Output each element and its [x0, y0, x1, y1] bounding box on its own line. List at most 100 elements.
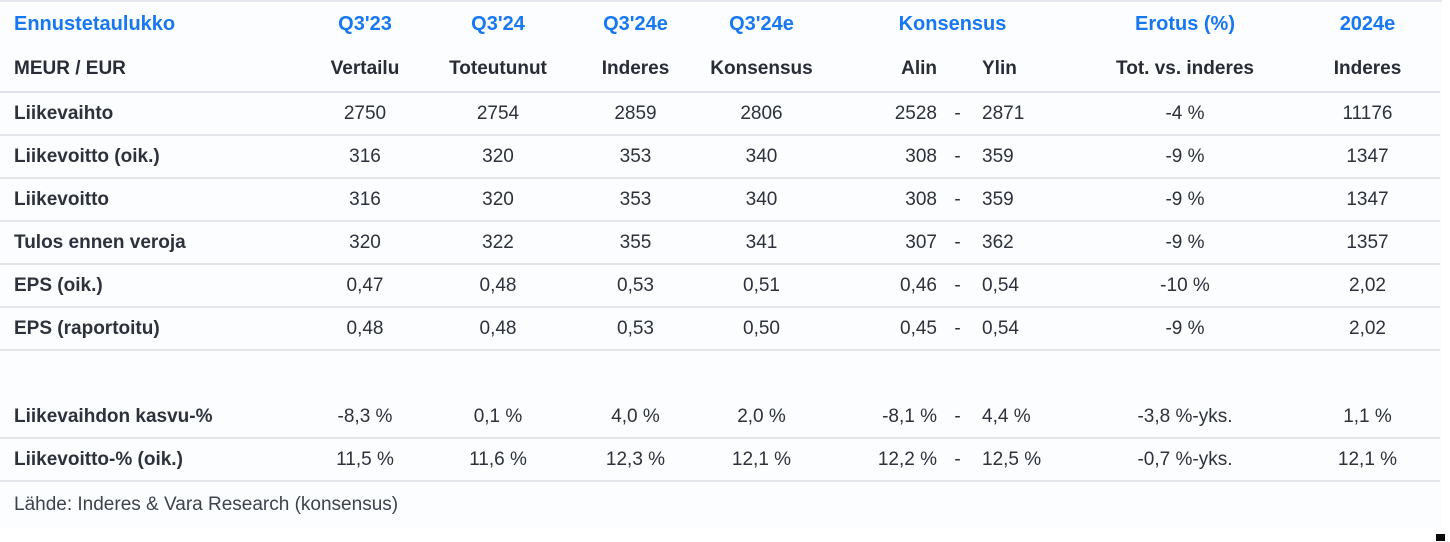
- cell-value-alin: 308: [905, 145, 937, 167]
- cell-value-2024e: 2,02: [1349, 317, 1386, 339]
- cell-value: 0,50: [743, 317, 780, 339]
- cell-value-erotus: -9 %: [1165, 188, 1205, 210]
- cell-value-2024e: 1,1 %: [1343, 405, 1392, 427]
- subheader-inderes-2024e: Inderes: [1333, 58, 1402, 79]
- cell-value-2024e: 2,02: [1349, 274, 1386, 296]
- cell-value: 0,53: [617, 317, 654, 339]
- cell-value: 320: [349, 231, 381, 253]
- cell-value-ylin: 362: [982, 231, 1014, 253]
- cell-value: 12,3 %: [605, 448, 666, 470]
- cell-value-erotus: -9 %: [1165, 231, 1205, 253]
- table-source-row: Lähde: Inderes & Vara Research (konsensu…: [0, 481, 1440, 527]
- cell-value: 355: [619, 231, 652, 253]
- cell-value: 11,5 %: [336, 448, 394, 470]
- cell-value: 0,53: [617, 274, 654, 296]
- range-dash: -: [954, 102, 961, 124]
- table-title: Ennustetaulukko: [14, 13, 176, 35]
- cell-value-erotus: -10 %: [1160, 274, 1210, 296]
- cell-value: -8,3 %: [337, 405, 393, 427]
- cell-value: 0,48: [346, 317, 384, 339]
- cell-value: 2754: [476, 102, 520, 124]
- cell-value: 0,47: [346, 274, 384, 296]
- range-dash: -: [954, 405, 961, 427]
- cell-value: 322: [482, 231, 514, 253]
- cell-value-alin: 307: [905, 231, 937, 253]
- cell-value: 0,48: [479, 274, 517, 296]
- cell-value-alin: 12,2 %: [877, 448, 937, 470]
- cell-value-erotus: -9 %: [1165, 317, 1205, 339]
- forecast-table: Ennustetaulukko Q3'23 Q3'24 Q3'24e Q3'24…: [0, 2, 1440, 527]
- cell-value: 2750: [343, 102, 387, 124]
- cell-value-ylin: 0,54: [982, 317, 1019, 339]
- range-dash: -: [954, 274, 961, 296]
- cell-value: 341: [745, 231, 778, 253]
- cell-value-2024e: 1347: [1346, 145, 1389, 167]
- col-header-q3-24: Q3'24: [471, 13, 525, 35]
- range-dash: -: [954, 448, 961, 470]
- table-row-tulos-ennen-veroja: Tulos ennen veroja 320 322 355 341 307 -…: [0, 221, 1440, 264]
- cell-value: 0,51: [743, 274, 780, 296]
- table-row-liikevoitto-oik: Liikevoitto (oik.) 316 320 353 340 308 -…: [0, 135, 1440, 178]
- cell-value: 340: [745, 188, 778, 210]
- cell-value-ylin: 12,5 %: [982, 448, 1042, 470]
- col-header-q3-23: Q3'23: [338, 13, 392, 35]
- cell-value-alin: 308: [905, 188, 937, 210]
- cell-value-2024e: 1347: [1346, 188, 1389, 210]
- subheader-ylin: Ylin: [982, 58, 1017, 79]
- cell-value-ylin: 359: [982, 188, 1014, 210]
- table-row-spacer: [0, 350, 1440, 396]
- cell-value: 2806: [740, 102, 783, 124]
- cell-value-alin: -8,1 %: [882, 405, 937, 427]
- cell-value: 12,1 %: [731, 448, 792, 470]
- table-row-eps-raportoitu: EPS (raportoitu) 0,48 0,48 0,53 0,50 0,4…: [0, 307, 1440, 350]
- subheader-inderes: Inderes: [601, 58, 670, 79]
- cell-value: 316: [349, 188, 381, 210]
- range-dash: -: [954, 188, 961, 210]
- cell-value: 353: [619, 145, 652, 167]
- cell-value-alin: 0,45: [900, 317, 937, 339]
- range-dash: -: [954, 145, 961, 167]
- cell-value: 2859: [614, 102, 657, 124]
- cell-value: 4,0 %: [611, 405, 660, 427]
- cell-value: 320: [482, 188, 514, 210]
- cell-value: 340: [745, 145, 778, 167]
- table-row-liikevaihto: Liikevaihto 2750 2754 2859 2806 2528 - 2…: [0, 92, 1440, 135]
- cell-value-alin: 2528: [894, 102, 937, 124]
- cell-value-erotus: -3,8 %-yks.: [1137, 405, 1233, 427]
- row-label: EPS (oik.): [14, 274, 103, 296]
- cell-value: 353: [619, 188, 652, 210]
- cell-value-ylin: 0,54: [982, 274, 1019, 296]
- table-row-liikevoitto-pct: Liikevoitto-% (oik.) 11,5 % 11,6 % 12,3 …: [0, 438, 1440, 481]
- table-row-liikevaihdon-kasvu: Liikevaihdon kasvu-% -8,3 % 0,1 % 4,0 % …: [0, 396, 1440, 438]
- col-header-2024e: 2024e: [1339, 13, 1396, 35]
- header-row-periods: Ennustetaulukko Q3'23 Q3'24 Q3'24e Q3'24…: [0, 2, 1440, 47]
- subheader-alin: Alin: [901, 58, 937, 79]
- row-label: Liikevoitto (oik.): [14, 145, 160, 167]
- header-row-sublabels: MEUR / EUR Vertailu Toteutunut Inderes K…: [0, 47, 1440, 92]
- cell-value-ylin: 2871: [982, 102, 1025, 124]
- cell-value-alin: 0,46: [900, 274, 937, 296]
- cell-value: 320: [482, 145, 514, 167]
- cell-value-erotus: -4 %: [1165, 102, 1205, 124]
- cell-value-2024e: 12,1 %: [1337, 448, 1398, 470]
- unit-label: MEUR / EUR: [14, 58, 126, 79]
- cell-value: 0,1 %: [473, 405, 523, 427]
- range-dash: -: [954, 231, 961, 253]
- row-label: Liikevaihto: [14, 102, 114, 124]
- col-header-konsensus-group: Konsensus: [898, 13, 1007, 35]
- table-row-liikevoitto: Liikevoitto 316 320 353 340 308 - 359 -9…: [0, 178, 1440, 221]
- cell-value-2024e: 1357: [1346, 231, 1389, 253]
- table-row-eps-oik: EPS (oik.) 0,47 0,48 0,53 0,51 0,46 - 0,…: [0, 264, 1440, 307]
- cell-value-erotus: -9 %: [1165, 145, 1205, 167]
- forecast-table-container: Ennustetaulukko Q3'23 Q3'24 Q3'24e Q3'24…: [0, 0, 1442, 527]
- cell-value-ylin: 359: [982, 145, 1014, 167]
- row-label: Liikevaihdon kasvu-%: [14, 405, 213, 427]
- cell-value: 11,6 %: [469, 448, 527, 470]
- subheader-tot-vs-inderes: Tot. vs. inderes: [1116, 58, 1254, 79]
- row-label: Liikevoitto: [14, 188, 110, 210]
- cell-value-2024e: 11176: [1342, 102, 1393, 124]
- range-dash: -: [954, 317, 961, 339]
- corner-mark: [1436, 534, 1445, 541]
- cell-value: 316: [349, 145, 381, 167]
- cell-value-ylin: 4,4 %: [982, 405, 1031, 427]
